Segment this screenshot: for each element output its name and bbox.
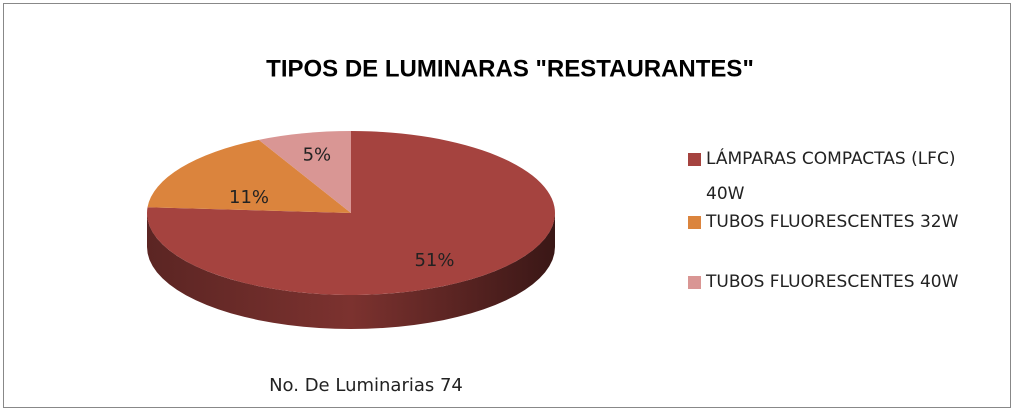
data-label: 11% [229,187,269,208]
pie-slice [258,131,351,213]
legend-label: LÁMPARAS COMPACTAS (LFC) 40W [706,149,956,204]
legend-label: TUBOS FLUORESCENTES 32W [706,212,959,232]
legend-swatch [688,153,701,166]
annotation: No. De Luminarias 74 [269,375,463,396]
legend-item: TUBOS FLUORESCENTES 32W [688,205,988,240]
data-label: 5% [303,145,332,166]
legend-label: TUBOS FLUORESCENTES 40W [706,272,959,292]
legend-item: LÁMPARAS COMPACTAS (LFC) 40W [688,142,988,212]
legend-swatch [688,276,701,289]
slice-side [147,213,555,329]
chart-title: TIPOS DE LUMINARAS "RESTAURANTES" [266,55,754,82]
legend-item: TUBOS FLUORESCENTES 40W [688,265,988,300]
legend-swatch [688,216,701,229]
pie-slice [147,139,351,213]
data-label: 51% [414,250,454,271]
